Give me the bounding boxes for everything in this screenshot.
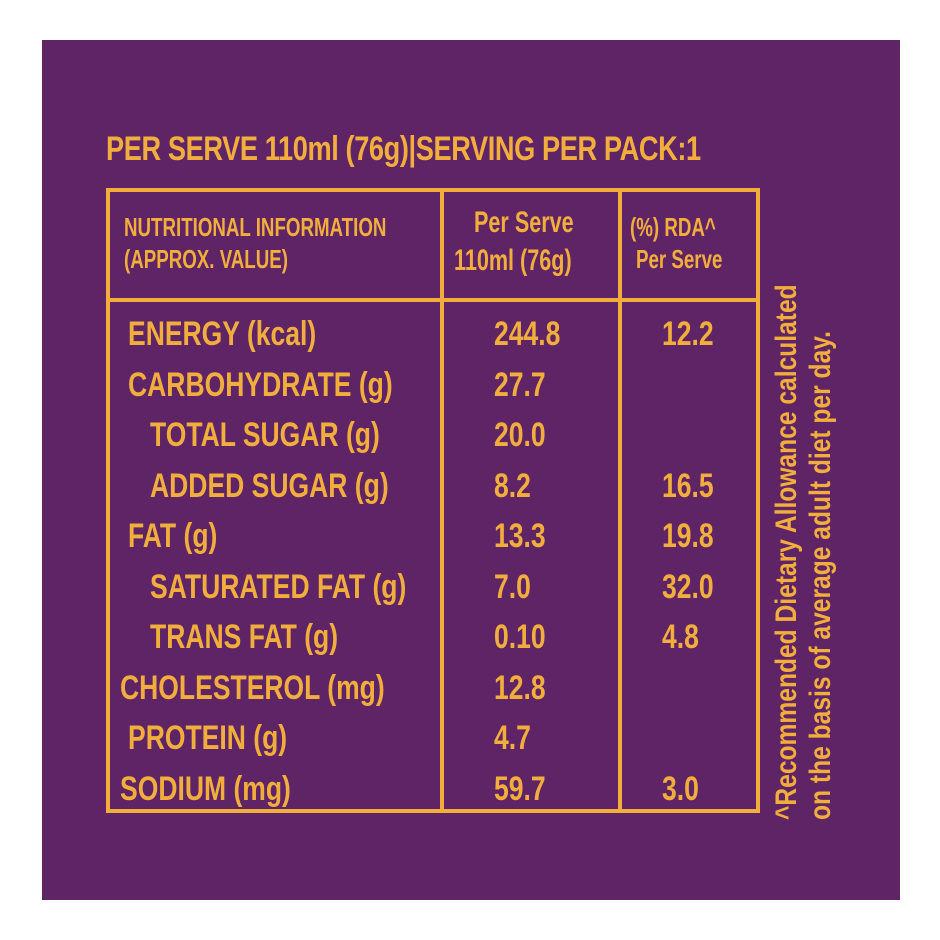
table-row: SATURATED FAT (g) 7.0 32.0 xyxy=(110,561,756,613)
header-approx-value: (APPROX. VALUE) xyxy=(124,244,288,274)
table-row: ADDED SUGAR (g) 8.2 16.5 xyxy=(110,460,756,512)
rda-value: 32.0 xyxy=(662,567,714,606)
per-serve-value: 27.7 xyxy=(494,365,546,404)
nutrient-name: CARBOHYDRATE (g) xyxy=(128,365,393,404)
header-per-serve: Per Serve xyxy=(474,206,574,239)
per-serve-value: 244.8 xyxy=(494,315,561,353)
nutrient-name: ADDED SUGAR (g) xyxy=(150,466,389,505)
per-serve-value: 59.7 xyxy=(494,769,546,808)
header-nutritional-info: NUTRITIONAL INFORMATION xyxy=(124,212,387,242)
header-per-serve-qty: 110ml (76g) xyxy=(454,244,572,277)
rda-value: 3.0 xyxy=(662,769,699,808)
nutrient-name: TRANS FAT (g) xyxy=(150,618,339,656)
nutrient-name: PROTEIN (g) xyxy=(128,719,288,757)
table-row: CHOLESTEROL (mg) 12.8 xyxy=(110,662,756,714)
header-rda-per-serve: Per Serve xyxy=(636,244,723,274)
rda-value: 16.5 xyxy=(662,466,714,505)
table-row: TRANS FAT (g) 0.10 4.8 xyxy=(110,611,756,663)
table-row: CARBOHYDRATE (g) 27.7 xyxy=(110,359,756,411)
nutrient-name: FAT (g) xyxy=(128,517,218,555)
rda-value: 4.8 xyxy=(662,618,699,656)
per-serve-value: 4.7 xyxy=(494,719,531,757)
header-divider xyxy=(110,298,756,302)
table-row: PROTEIN (g) 4.7 xyxy=(110,712,756,764)
table-row: TOTAL SUGAR (g) 20.0 xyxy=(110,409,756,461)
rda-footnote: ^Recommended Dietary Allowance calculate… xyxy=(770,120,850,820)
per-serve-value: 13.3 xyxy=(494,517,546,555)
per-serve-value: 20.0 xyxy=(494,416,546,454)
column-divider-2 xyxy=(618,192,622,809)
serving-headline: PER SERVE 110ml (76g)|SERVING PER PACK:1 xyxy=(106,130,701,168)
nutrient-name: SATURATED FAT (g) xyxy=(150,567,407,606)
table-row: SODIUM (mg) 59.7 3.0 xyxy=(110,763,756,815)
header-rda: (%) RDA^ xyxy=(630,212,716,242)
nutrient-name: ENERGY (kcal) xyxy=(128,315,317,353)
rda-value: 19.8 xyxy=(662,517,714,555)
per-serve-value: 7.0 xyxy=(494,567,531,606)
nutrition-table: NUTRITIONAL INFORMATION (APPROX. VALUE) … xyxy=(106,188,760,813)
per-serve-value: 0.10 xyxy=(494,618,546,656)
per-serve-value: 8.2 xyxy=(494,466,531,505)
per-serve-value: 12.8 xyxy=(494,668,546,707)
column-divider-1 xyxy=(440,192,444,809)
nutrient-name: TOTAL SUGAR (g) xyxy=(150,416,380,454)
nutrient-name: SODIUM (mg) xyxy=(120,769,291,808)
rda-value: 12.2 xyxy=(662,315,714,353)
table-row: ENERGY (kcal) 244.8 12.2 xyxy=(110,308,756,360)
table-row: FAT (g) 13.3 19.8 xyxy=(110,510,756,562)
footnote-line-2: on the basis of average adult diet per d… xyxy=(804,331,837,820)
nutrient-name: CHOLESTEROL (mg) xyxy=(120,668,385,707)
footnote-line-1: ^Recommended Dietary Allowance calculate… xyxy=(770,284,803,820)
